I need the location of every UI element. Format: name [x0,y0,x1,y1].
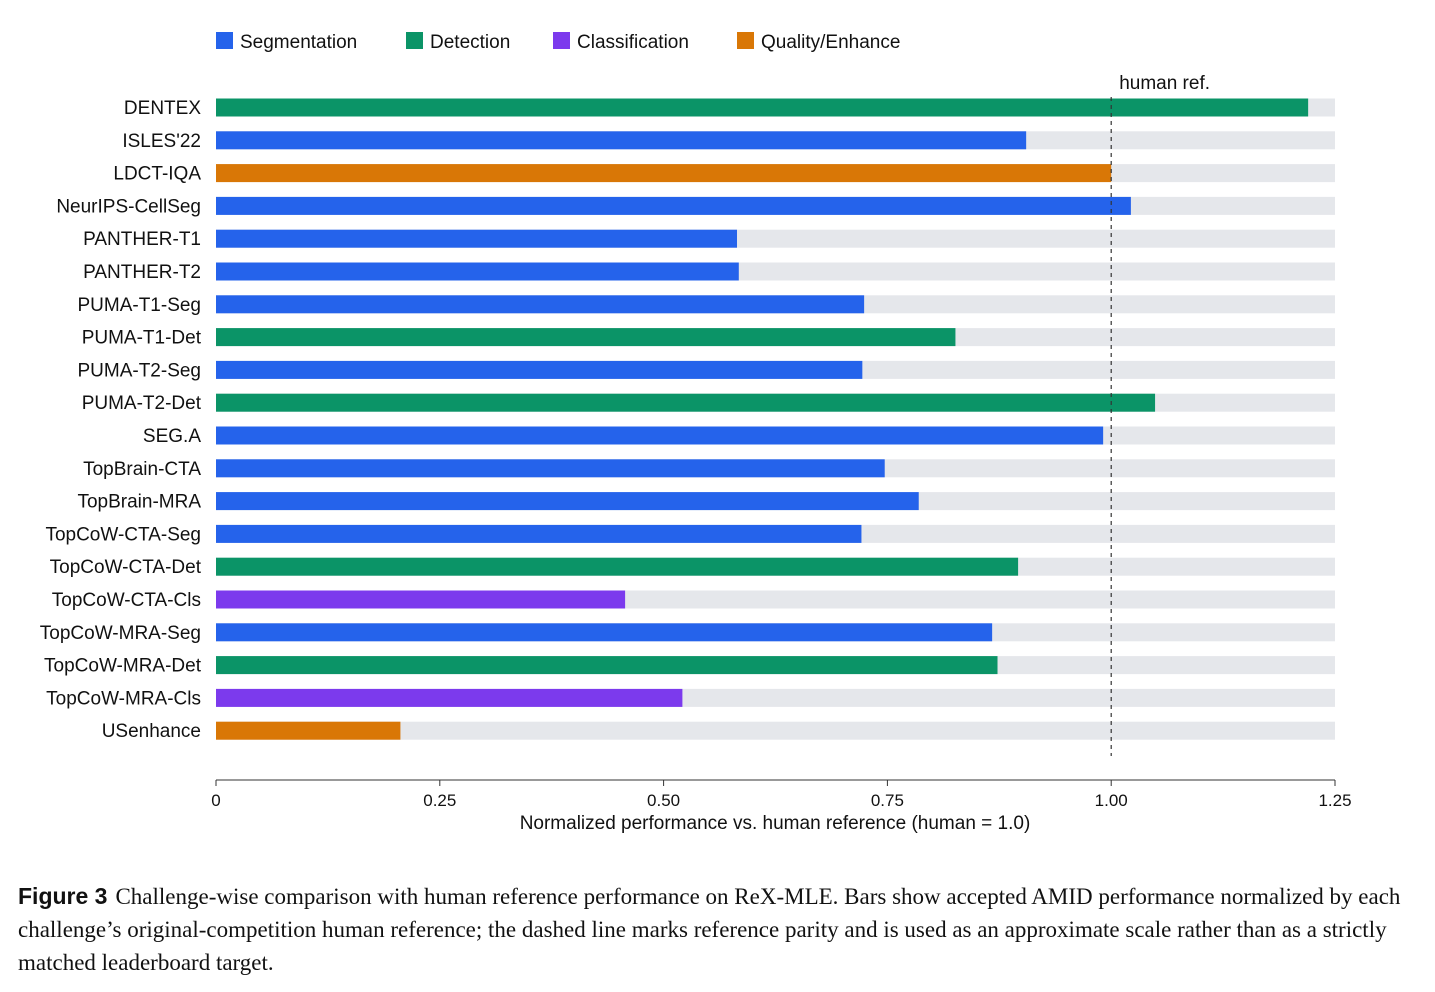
bar-cls [216,688,683,707]
bar-seg [216,459,885,478]
bar-seg [216,524,862,543]
y-axis-labels: DENTEX ISLES'22 LDCT-IQA NeurIPS-CellSeg PAN… [40,98,202,742]
bar-det [216,328,956,347]
x-tick-label: 0 [211,791,220,810]
bar-seg [216,492,919,511]
bar-det [216,98,1309,117]
caption-label: Figure 3 [18,883,108,909]
reference-line-label: human ref. [1119,73,1210,94]
bar-seg [216,360,863,379]
category-label: TopCoW-CTA-Seg [45,524,201,545]
bar-seg [216,131,1027,150]
category-label: PUMA-T1-Det [82,328,202,349]
legend-swatch-cls [553,32,570,49]
bar-det [216,557,1019,576]
category-label: TopCoW-MRA-Cls [46,688,201,709]
category-label: PUMA-T1-Seg [77,295,201,316]
legend-swatch-det [406,32,423,49]
x-tick-label: 0.50 [647,791,680,810]
x-tick-label: 0.25 [423,791,456,810]
category-label: TopBrain-CTA [83,459,201,480]
bar-cls [216,590,626,609]
legend-label-det: Detection [430,32,510,53]
bar-seg [216,295,865,314]
category-label: LDCT-IQA [113,164,201,185]
category-label: TopCoW-CTA-Det [50,557,202,578]
category-label: PANTHER-T1 [83,229,201,250]
legend-swatch-qual [737,32,754,49]
x-tick-label: 0.75 [871,791,904,810]
bars [216,98,1309,740]
bar-qual [216,721,401,740]
bar-seg [216,426,1104,445]
category-label: PUMA-T2-Seg [77,360,201,381]
category-label: SEG.A [143,426,201,447]
category-label: TopCoW-MRA-Seg [40,623,201,644]
category-label: NeurIPS-CellSeg [56,196,201,217]
bar-seg [216,262,739,281]
bar-qual [216,164,1112,183]
category-label: TopCoW-MRA-Det [44,656,202,677]
bar-seg [216,229,738,248]
bar-seg [216,623,993,642]
caption-text: Challenge-wise comparison with human ref… [18,884,1401,975]
bar-tracks [216,98,1335,740]
category-label: TopBrain-MRA [77,492,201,513]
legend-label-cls: Classification [577,32,689,53]
category-label: TopCoW-CTA-Cls [52,590,201,611]
bar-det [216,393,1156,412]
x-tick-label: 1.25 [1318,791,1351,810]
legend-swatch-seg [216,32,233,49]
figure-caption: Figure 3 Challenge-wise comparison with h… [18,880,1423,979]
x-axis: 0 0.25 0.50 0.75 1.00 1.25 [211,779,1352,810]
x-axis-title: Normalized performance vs. human referen… [520,813,1031,834]
legend-label-seg: Segmentation [240,32,357,53]
bar-chart: Segmentation Detection Classification Quali… [40,32,1352,834]
category-label: USenhance [102,721,201,742]
bar-det [216,656,998,675]
category-label: PANTHER-T2 [83,262,201,283]
reference-line-group: human ref. [1110,73,1210,756]
legend-label-qual: Quality/Enhance [761,32,900,53]
legend: Segmentation Detection Classification Quali… [216,32,900,53]
bar-seg [216,196,1131,215]
bar-track [216,721,1335,740]
category-label: PUMA-T2-Det [82,393,202,414]
category-label: ISLES'22 [122,131,201,152]
category-label: DENTEX [124,98,201,119]
x-tick-label: 1.00 [1095,791,1128,810]
